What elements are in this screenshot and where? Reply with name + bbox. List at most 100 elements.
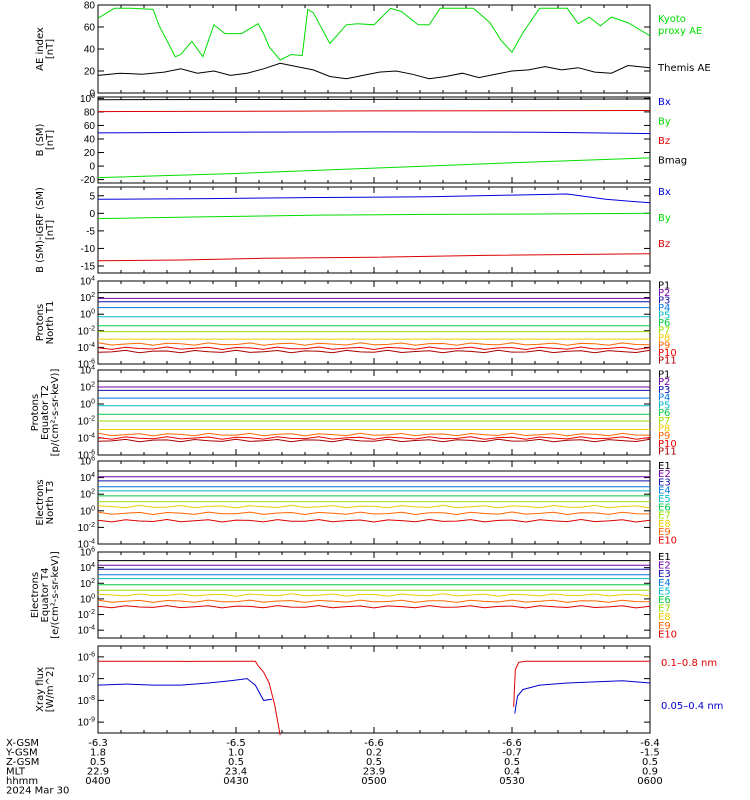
panel-frame <box>97 4 651 94</box>
y-tick-label: 104 <box>80 562 95 574</box>
series-line <box>97 131 651 135</box>
series-line <box>97 593 651 597</box>
y-tick-label: 80 <box>84 1 96 12</box>
y-tick-label: 10-9 <box>78 717 95 729</box>
legend-entry: P6 <box>658 408 670 419</box>
legend-entry: Bz <box>658 136 670 147</box>
series-line <box>97 599 651 603</box>
footer-value: 0600 <box>637 776 662 787</box>
legend-entry: By <box>658 117 671 128</box>
legend-entry: E9 <box>658 621 671 632</box>
legend-entry: Kyoto <box>658 14 686 25</box>
y-tick-label: 5 <box>89 191 95 202</box>
y-axis-label: Xray flux <box>35 667 46 712</box>
legend-entry: By <box>658 213 671 224</box>
footer-value: -1.5 <box>640 748 660 759</box>
y-tick-label: 100 <box>80 593 95 605</box>
legend-entry: P11 <box>658 447 677 458</box>
legend-entry: P6 <box>658 318 670 329</box>
legend-entry: E6 <box>658 595 671 606</box>
series-line <box>98 660 281 736</box>
y-tick-label: 104 <box>80 276 95 288</box>
y-tick-label: 10-4 <box>78 433 95 445</box>
legend-entry: E6 <box>658 502 671 513</box>
legend-entry: E2 <box>658 561 671 572</box>
panel-xray: 10-9 10-8 10-7 10-6 Xray flux [W/m^2] 0.1–0.8 … <box>35 645 723 736</box>
y-tick-label: 102 <box>80 382 95 394</box>
legend-entry: E4 <box>658 578 671 589</box>
series-line <box>97 349 651 354</box>
y-tick-label: 0 <box>89 209 95 220</box>
y-axis-label: B (SM) <box>35 123 46 156</box>
legend-entry: P8 <box>658 424 670 435</box>
footer-value: -6.3 <box>88 738 108 749</box>
footer-row-label: Z-GSM <box>6 757 39 768</box>
panel-frame <box>97 460 651 545</box>
y-tick-label: 106 <box>80 547 95 559</box>
y-axis-label: [p/(cm²-s-sr-keV)] <box>50 369 61 457</box>
legend-entry: P5 <box>658 310 670 321</box>
legend-entry: P7 <box>658 326 670 337</box>
legend-entry: E9 <box>658 527 671 538</box>
footer-row-label: MLT <box>6 767 26 778</box>
y-tick-label: 60 <box>84 23 96 34</box>
y-tick-label: 10-4 <box>78 625 95 637</box>
legend-entry: P5 <box>658 400 670 411</box>
y-axis-label: Electrons <box>35 479 46 525</box>
series-line <box>97 62 651 80</box>
y-tick-label: 100 <box>80 505 95 517</box>
footer-value: 0.5 <box>366 757 382 768</box>
footer-value: -0.7 <box>502 748 522 759</box>
legend-entry: E7 <box>658 604 671 615</box>
y-axis-label: Equator T4 <box>40 568 51 623</box>
y-tick-label: -15 <box>81 261 96 272</box>
y-axis-label: B (SM)-IGRF (SM) <box>35 187 46 273</box>
legend-entry: E5 <box>658 586 671 597</box>
legend-entry: E8 <box>658 612 671 623</box>
footer-value: -6.5 <box>226 738 246 749</box>
legend-entry: P10 <box>658 348 677 359</box>
footer-value: 0.9 <box>642 767 658 778</box>
legend-entry: P2 <box>658 288 670 299</box>
y-tick-label: 10-7 <box>78 673 95 685</box>
y-tick-label: 10-8 <box>78 695 95 707</box>
y-tick-label: 10-4 <box>78 539 95 551</box>
footer-row-label: Y-GSM <box>5 748 38 759</box>
footer-value: 1.0 <box>228 748 244 759</box>
legend-entry: P7 <box>658 416 670 427</box>
footer-row-label: hhmm <box>6 776 38 787</box>
y-axis-label: [W/m^2] <box>45 667 56 713</box>
y-axis-label: North T1 <box>45 301 56 345</box>
series-line <box>97 518 651 523</box>
y-tick-label: 104 <box>80 365 95 377</box>
series-line <box>97 212 651 220</box>
series-line <box>97 438 651 443</box>
y-axis-label: [nT] <box>45 130 56 150</box>
legend-entry: E7 <box>658 511 671 522</box>
y-axis-label: AE index <box>35 27 46 71</box>
footer-value: 0400 <box>85 776 110 787</box>
legend-entry: E1 <box>658 461 671 472</box>
panel-digrf: -15 -10 -5 0 5 B (SM)-IGRF (SM) [nT] Bx By Bz <box>35 186 671 274</box>
legend-entry: E10 <box>658 629 677 640</box>
footer-date: 2024 Mar 30 <box>6 786 69 797</box>
footer-value: -6.4 <box>640 738 660 749</box>
series-line <box>514 680 651 714</box>
legend-entry: P3 <box>658 385 670 396</box>
footer-value: 0530 <box>499 776 524 787</box>
legend-entry: E10 <box>658 536 677 547</box>
legend-entry: Bx <box>658 97 671 108</box>
legend-entry: P1 <box>658 280 670 291</box>
y-axis-label: Equator T2 <box>40 385 51 440</box>
series-line <box>97 98 651 101</box>
legend-entry: P2 <box>658 377 670 388</box>
legend-entry: proxy AE <box>658 26 702 37</box>
footer-row-label: X-GSM <box>6 738 39 749</box>
panel-frame <box>97 96 651 184</box>
legend-entry: P10 <box>658 439 677 450</box>
y-tick-label: 40 <box>84 134 96 145</box>
y-axis-label: [nT] <box>45 220 56 240</box>
